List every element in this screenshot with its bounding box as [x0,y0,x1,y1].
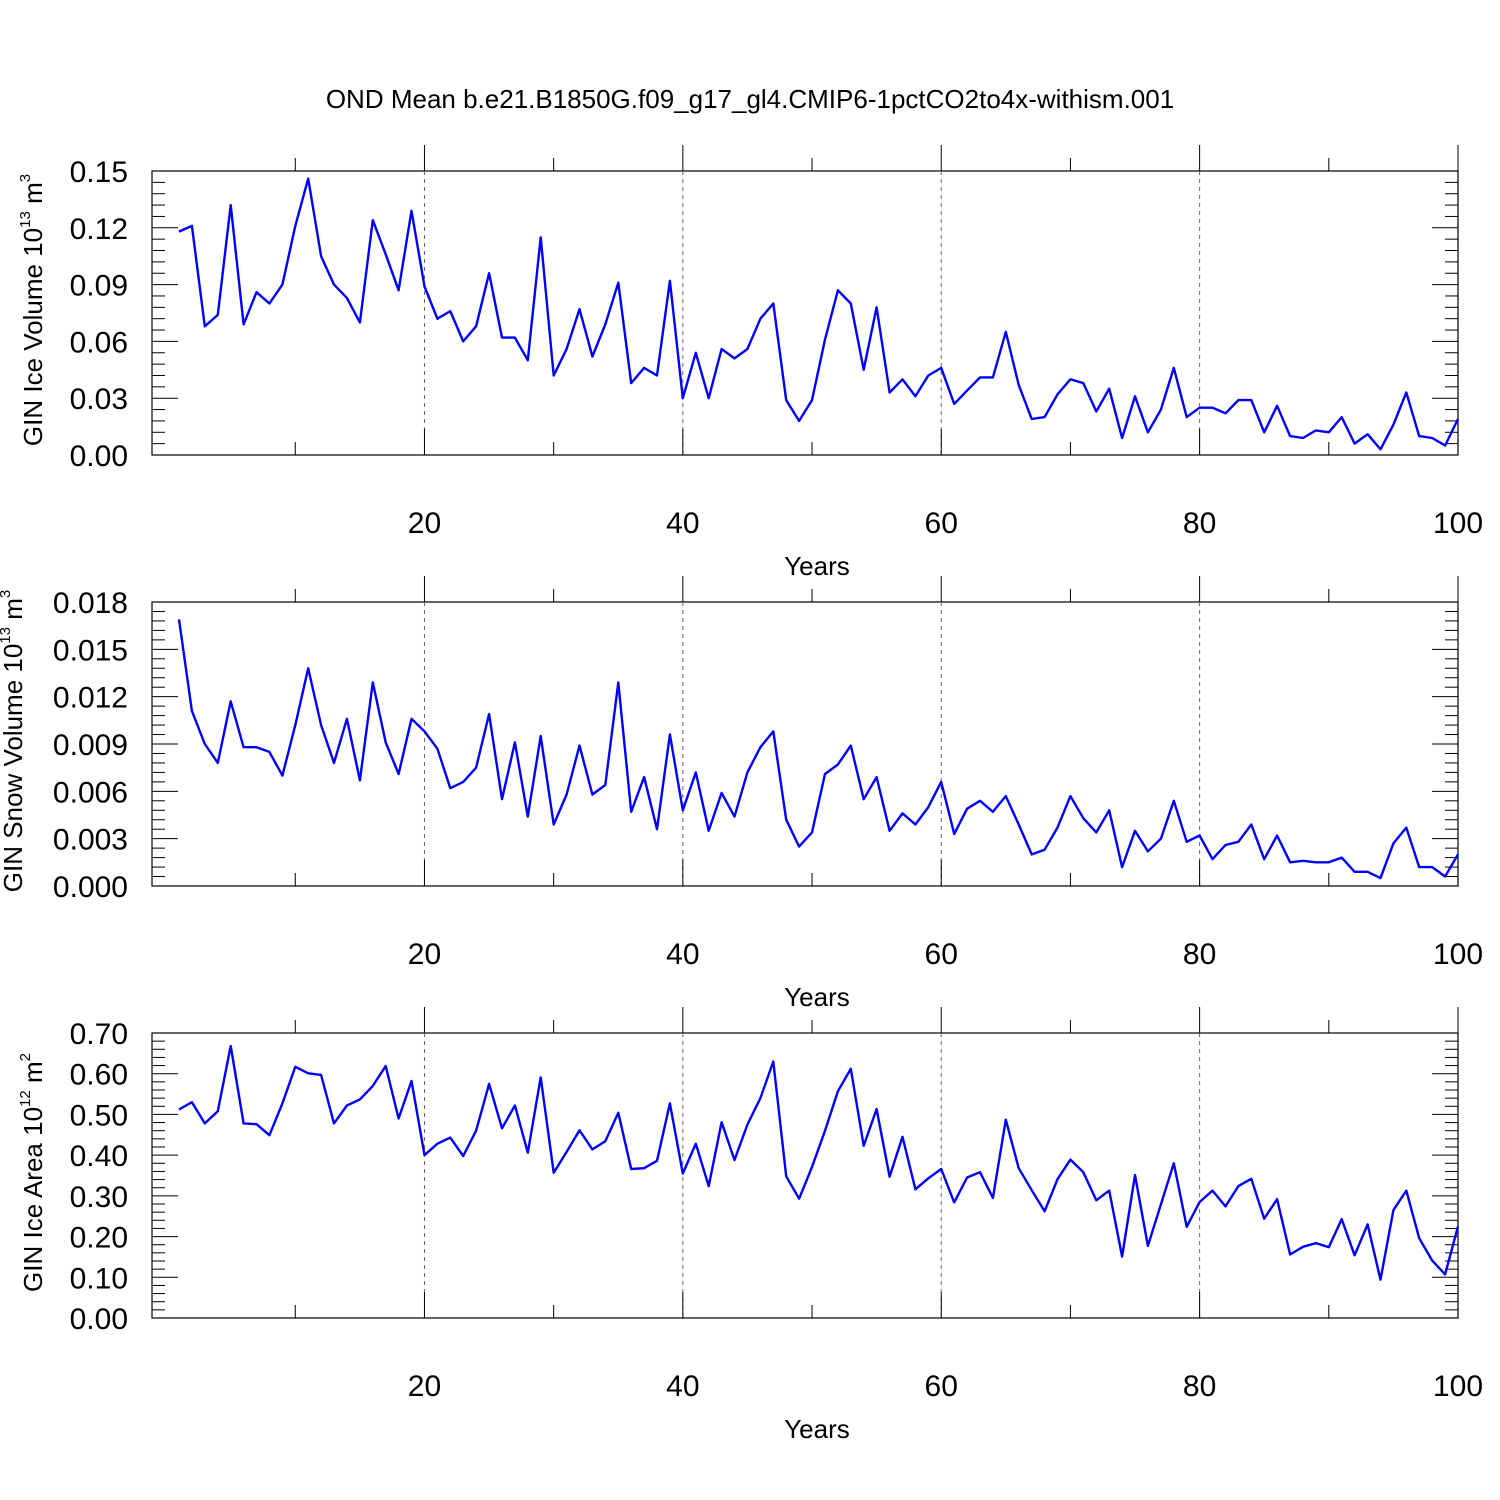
x-axis-label: Years [784,551,850,581]
x-tick-label: 20 [408,1370,441,1403]
y-axis-label: GIN Ice Volume 1013 m3 [17,174,48,446]
x-axis-label: Years [784,1414,850,1444]
y-tick-label: 0.018 [53,587,128,620]
y-tick-label: 0.009 [53,729,128,762]
y-tick-label: 0.15 [70,156,128,189]
x-tick-label: 60 [925,1370,958,1403]
y-tick-label: 0.015 [53,634,128,667]
y-axis-label: GIN Ice Area 1012 m2 [17,1053,48,1292]
y-tick-label: 0.06 [70,326,128,359]
x-tick-label: 100 [1433,507,1483,540]
y-tick-label: 0.000 [53,871,128,904]
y-tick-label: 0.70 [70,1018,128,1051]
panel-snow-volume: 0.000 0.003 0.006 0.009 0.012 0.015 0.018 20 40 6… [0,576,1483,1012]
y-tick-label: 0.60 [70,1059,128,1092]
x-tick-label: 40 [666,938,699,971]
plot-frame-snow-volume [151,601,1459,887]
x-tick-label: 60 [925,507,958,540]
panel-ice-volume: 0.00 0.03 0.06 0.09 0.12 0.15 20 40 60 80 100 Years… [17,145,1483,581]
y-tick-label: 0.40 [70,1140,128,1173]
series-line-ice-volume [178,177,1460,451]
x-axis-label: Years [784,982,850,1012]
x-tick-label: 60 [925,938,958,971]
y-tick-label: 0.003 [53,824,128,857]
y-tick-label: 0.50 [70,1099,128,1132]
y-axis-label: GIN Snow Volume 1013 m3 [0,590,28,893]
y-tick-label: 0.09 [70,270,128,303]
y-tick-label: 0.03 [70,383,128,416]
series-line-ice-area [178,1044,1460,1281]
y-tick-label: 0.20 [70,1222,128,1255]
x-tick-label: 40 [666,1370,699,1403]
series-line-snow-volume [177,619,1460,880]
y-tick-label: 0.00 [70,1303,128,1336]
y-tick-label: 0.12 [70,213,128,246]
x-tick-label: 100 [1433,938,1483,971]
y-tick-label: 0.012 [53,682,128,715]
panel-ice-area: 0.00 0.10 0.20 0.30 0.40 0.50 0.60 0.70 20 40 60 80… [17,1007,1483,1444]
plot-frame-ice-volume [151,170,1459,456]
y-tick-label: 0.10 [70,1262,128,1295]
x-tick-label: 40 [666,507,699,540]
x-tick-label: 80 [1183,938,1216,971]
figure-title: OND Mean b.e21.B1850G.f09_g17_gl4.CMIP6-… [326,84,1174,114]
x-tick-label: 80 [1183,507,1216,540]
x-tick-label: 20 [408,507,441,540]
y-tick-label: 0.006 [53,776,128,809]
x-tick-label: 20 [408,938,441,971]
x-tick-label: 80 [1183,1370,1216,1403]
y-tick-label: 0.30 [70,1181,128,1214]
x-tick-label: 100 [1433,1370,1483,1403]
y-tick-label: 0.00 [70,440,128,473]
plot-frame-ice-area [151,1032,1459,1319]
